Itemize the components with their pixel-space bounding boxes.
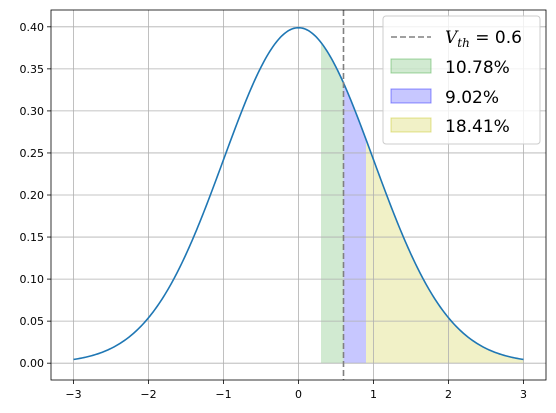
legend-label-green: 10.78% — [445, 58, 510, 78]
y-tick-label: 0.30 — [20, 105, 45, 118]
y-tick-label: 0.05 — [20, 315, 45, 328]
legend-swatch-green — [390, 58, 432, 74]
y-tick-label: 0.40 — [20, 21, 45, 34]
shaded-region-0 — [321, 42, 344, 364]
x-tick-label: −2 — [140, 388, 156, 401]
x-tick-label: 2 — [445, 388, 452, 401]
normal-curve — [73, 26, 524, 361]
x-tick-label: 3 — [520, 388, 527, 401]
x-tick-label: −3 — [65, 388, 81, 401]
y-tick-label: 0.20 — [20, 189, 45, 202]
y-tick-label: 0.15 — [20, 231, 45, 244]
legend: Vth = 0.6 10.78% 9.02% 18.41% — [382, 15, 541, 145]
y-tick-label: 0.10 — [20, 273, 45, 286]
shaded-region-2 — [366, 139, 524, 364]
legend-label-blue: 9.02% — [445, 88, 499, 108]
legend-swatch-yellow — [390, 117, 432, 133]
x-tick-label: −1 — [215, 388, 231, 401]
legend-box — [382, 15, 541, 145]
legend-swatch-blue — [390, 88, 432, 104]
legend-label-yellow: 18.41% — [445, 117, 510, 137]
x-tick-label: 1 — [370, 388, 377, 401]
x-tick-label: 0 — [295, 388, 302, 401]
y-tick-label: 0.00 — [20, 357, 45, 370]
y-tick-label: 0.25 — [20, 147, 45, 160]
legend-threshold-label: Vth = 0.6 — [445, 28, 522, 50]
y-axis: 0.00 0.05 0.10 0.15 0.20 0.25 0.30 0.35 0.40 — [20, 21, 51, 370]
x-axis: −3 −2 −1 0 1 2 3 — [65, 380, 527, 401]
y-tick-label: 0.35 — [20, 63, 45, 76]
